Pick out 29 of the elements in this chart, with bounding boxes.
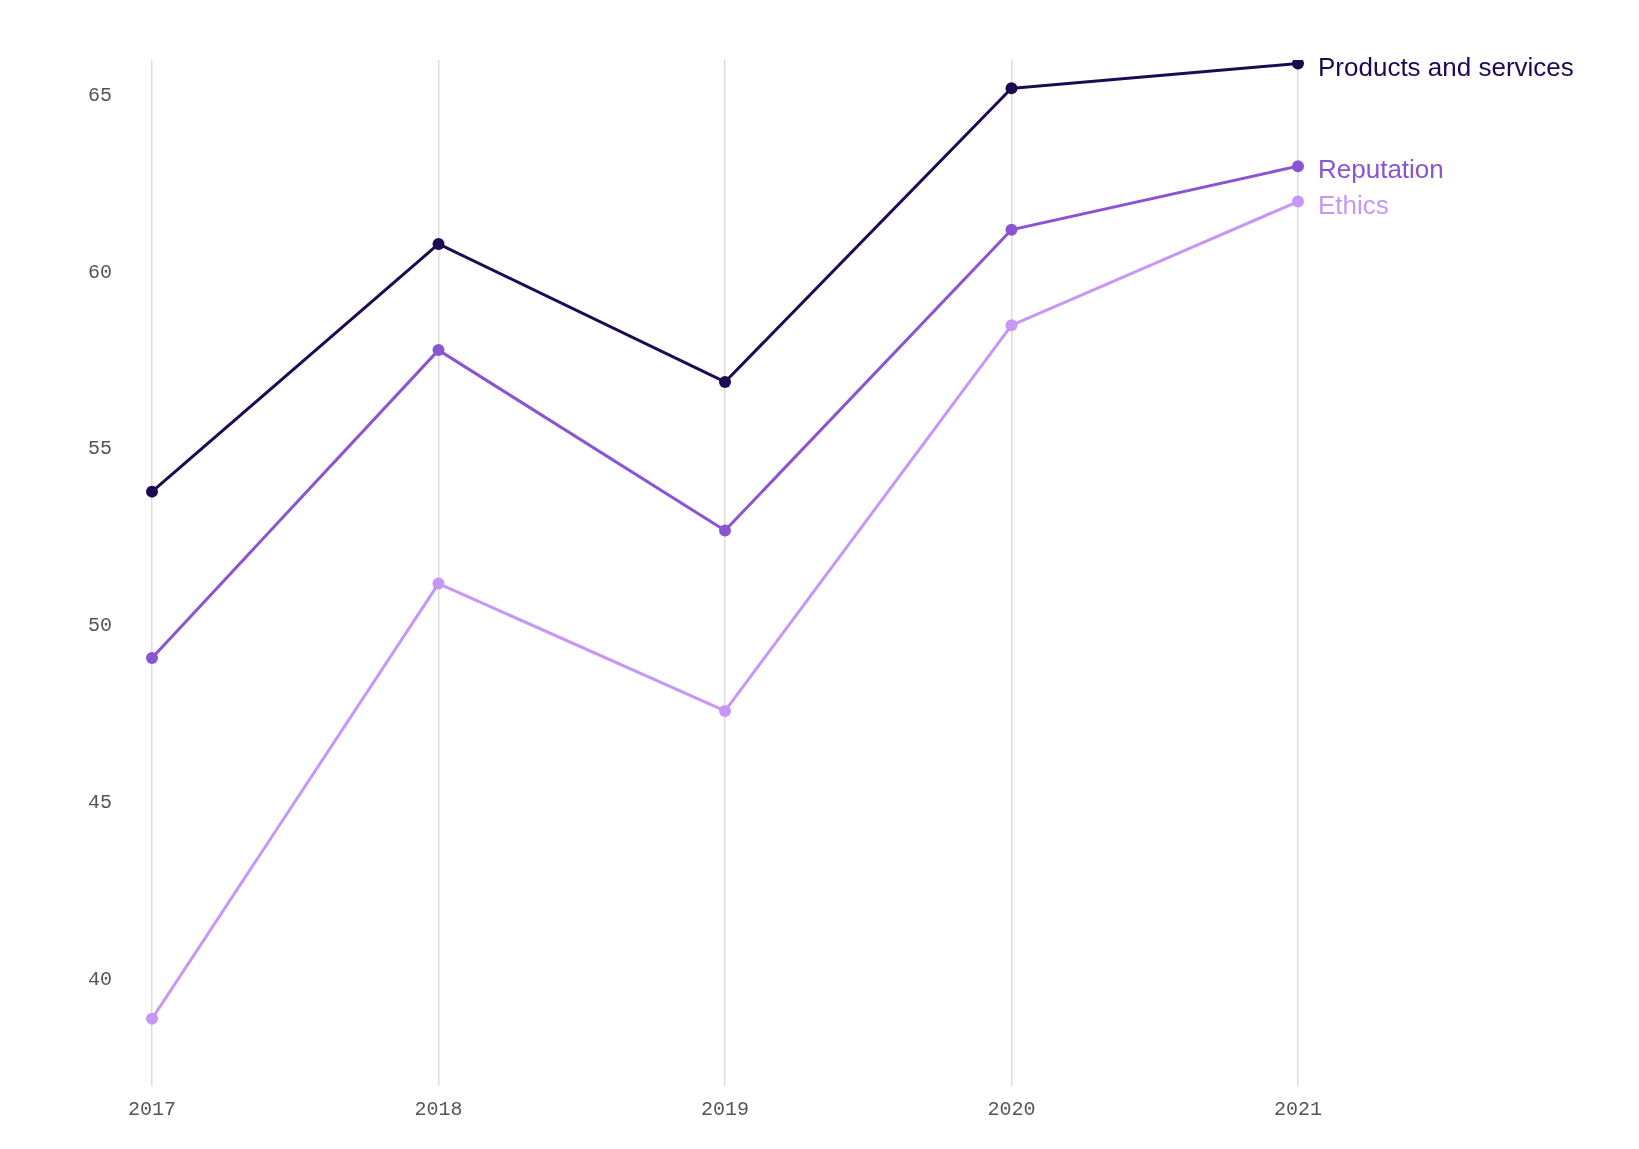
- point: [719, 375, 731, 388]
- point: [432, 577, 445, 590]
- point: [719, 524, 731, 537]
- x-tick-label: 2019: [700, 1098, 750, 1122]
- series-label: Reputation: [1318, 154, 1444, 185]
- y-tick-label: 50: [87, 614, 112, 638]
- y-tick-label: 65: [87, 83, 112, 107]
- point: [1292, 195, 1304, 208]
- point: [146, 485, 158, 498]
- point: [1005, 82, 1018, 95]
- x-tick-label: 2020: [987, 1098, 1036, 1122]
- x-tick-label: 2017: [128, 1098, 177, 1122]
- y-tick-label: 55: [87, 437, 112, 461]
- x-tick-label: 2021: [1273, 1098, 1323, 1122]
- y-tick-label: 60: [87, 260, 112, 284]
- y-tick-label: 45: [87, 791, 112, 815]
- series-label: Ethics: [1318, 189, 1389, 220]
- y-tick-label: 40: [87, 968, 112, 992]
- point: [1292, 60, 1304, 70]
- point: [719, 704, 731, 717]
- point: [146, 1012, 158, 1025]
- point: [1005, 223, 1018, 236]
- point: [146, 651, 158, 664]
- point: [432, 344, 445, 357]
- point: [1005, 319, 1018, 332]
- series-label: Products and services: [1318, 51, 1574, 82]
- point: [1292, 160, 1304, 173]
- point: [432, 237, 445, 250]
- x-tick-label: 2018: [414, 1098, 463, 1122]
